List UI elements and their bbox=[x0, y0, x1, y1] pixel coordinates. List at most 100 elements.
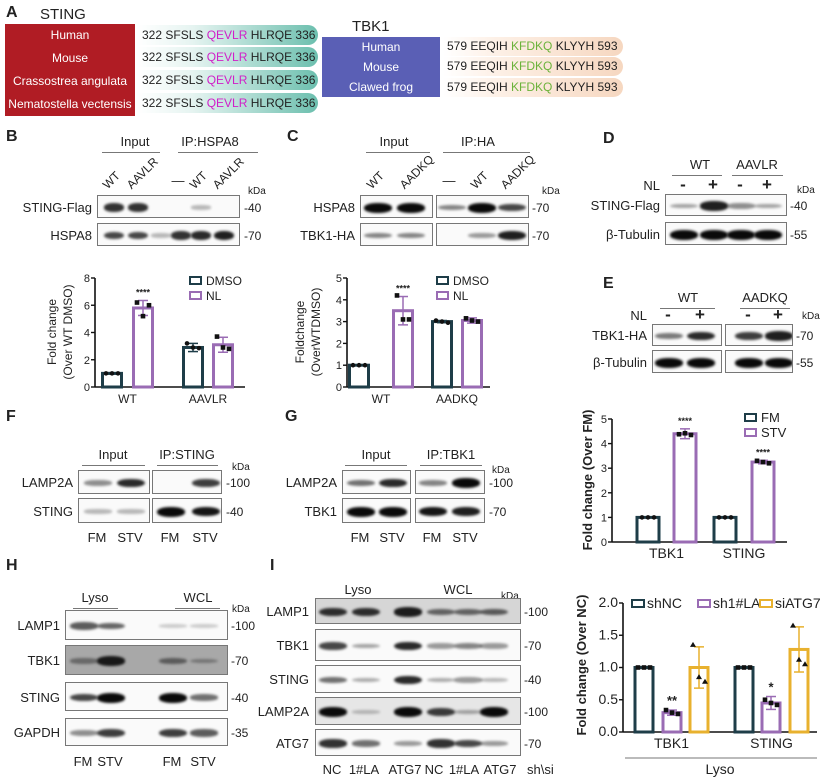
y-tick-label: 5 bbox=[601, 414, 607, 426]
group-header-line bbox=[102, 152, 160, 153]
bar bbox=[431, 320, 453, 389]
group-header-line bbox=[157, 465, 218, 466]
significance-label: **** bbox=[396, 284, 411, 294]
sequence-motif: QEVLR bbox=[206, 73, 248, 87]
data-point bbox=[190, 345, 196, 350]
lane-label: FM bbox=[162, 754, 182, 769]
data-point bbox=[356, 362, 362, 368]
sting-sequence: 322 SFSLS QEVLR HLRQE 336 bbox=[138, 70, 318, 90]
lane-label: FM bbox=[350, 530, 370, 545]
x-tick-label: TBK1 bbox=[654, 735, 689, 751]
y-tick-label: 8 bbox=[84, 273, 90, 285]
group-header: Input bbox=[361, 447, 391, 462]
panel-label: F bbox=[6, 408, 16, 425]
data-point bbox=[109, 371, 115, 376]
lane-label: NC bbox=[424, 762, 444, 777]
kda-marker: -70 bbox=[532, 200, 550, 215]
blot-strip bbox=[436, 223, 529, 246]
blot-strip bbox=[78, 470, 150, 494]
data-point bbox=[768, 700, 774, 706]
group-header: AADKQ bbox=[742, 290, 788, 305]
blot-band bbox=[727, 229, 755, 240]
lane-label: WT bbox=[363, 168, 387, 192]
data-point bbox=[639, 515, 645, 520]
blot-band bbox=[190, 205, 212, 210]
group-header: IP:STING bbox=[159, 447, 215, 462]
data-point bbox=[735, 665, 741, 670]
kda-marker: -70 bbox=[489, 504, 507, 519]
kda-marker: -70 bbox=[532, 228, 550, 243]
treatment-label: NL bbox=[630, 308, 647, 323]
tbk1-species-box: Human Mouse Clawed frog bbox=[322, 37, 440, 97]
protein-label: STING-Flag bbox=[590, 198, 660, 213]
blot-band bbox=[97, 728, 125, 738]
species-name: Nematostella vectensis bbox=[8, 97, 132, 111]
blot-band bbox=[352, 710, 380, 714]
lane-label: FM bbox=[160, 530, 180, 545]
data-point bbox=[688, 432, 694, 438]
protein-label: LAMP2A bbox=[257, 704, 309, 719]
sequence-prefix: 579 EEQIH bbox=[447, 39, 512, 53]
data-point bbox=[146, 302, 152, 308]
blot-strip bbox=[436, 195, 529, 218]
legend-label: STV bbox=[761, 425, 787, 440]
panel-label: A bbox=[6, 4, 18, 21]
x-tick-label: WT bbox=[118, 392, 137, 406]
protein-label: β-Tubulin bbox=[606, 226, 660, 242]
protein-label: TBK1-HA bbox=[592, 328, 647, 343]
lane-group-label: sh\si bbox=[527, 762, 554, 777]
protein-label: TBK1 bbox=[276, 638, 309, 653]
group-header-line bbox=[732, 175, 783, 176]
kda-label: kDa bbox=[802, 311, 820, 322]
legend-label: shNC bbox=[647, 595, 682, 611]
group-header-line bbox=[672, 175, 722, 176]
kda-label: kDa bbox=[232, 604, 250, 615]
data-point bbox=[140, 313, 146, 319]
blot-strip bbox=[65, 610, 228, 640]
significance-label: **** bbox=[678, 416, 693, 426]
kda-marker: -100 bbox=[231, 619, 256, 633]
sting-species-box: Human Mouse Crassostrea angulata Nematostel… bbox=[5, 24, 135, 116]
lane-label: STV bbox=[452, 530, 478, 545]
legend-label: sh1#LA bbox=[713, 595, 761, 611]
blot-band bbox=[397, 202, 425, 213]
blot-band bbox=[700, 201, 728, 211]
significance-label: ** bbox=[667, 693, 678, 708]
kda-marker: -55 bbox=[790, 227, 808, 242]
lane-label: 1#LA bbox=[448, 762, 480, 777]
blot-band bbox=[352, 607, 380, 617]
blot-band bbox=[468, 202, 496, 213]
blot-band bbox=[103, 203, 125, 212]
legend-swatch bbox=[744, 413, 757, 422]
sequence-prefix: 322 SFSLS bbox=[142, 73, 207, 87]
bar bbox=[733, 666, 755, 734]
data-point bbox=[760, 459, 766, 465]
blot-band bbox=[670, 203, 698, 209]
blot-band bbox=[655, 332, 683, 340]
blot-band bbox=[190, 658, 218, 664]
sequence-motif: KFDKQ bbox=[511, 59, 553, 73]
panel-label: B bbox=[6, 128, 18, 145]
y-axis-label: Fold change (Over FM) bbox=[580, 410, 595, 551]
legend-label: NL bbox=[206, 289, 222, 303]
group-header: WT bbox=[677, 290, 699, 305]
blot-band bbox=[190, 231, 212, 240]
y-tick-label: 6 bbox=[84, 300, 90, 312]
blot-band bbox=[452, 506, 480, 517]
sequence-suffix: HLRQE 336 bbox=[247, 96, 316, 110]
data-point bbox=[747, 665, 753, 670]
blot-strip bbox=[315, 697, 521, 725]
blot-band bbox=[480, 608, 508, 616]
data-point bbox=[663, 707, 669, 713]
treatment-sign: - bbox=[665, 305, 671, 324]
legend-label: siATG7 bbox=[775, 595, 821, 611]
y-tick-label: 2.0 bbox=[599, 594, 619, 610]
kda-marker: -40 bbox=[226, 504, 244, 519]
species-name: Crassostrea angulata bbox=[12, 74, 128, 88]
data-point bbox=[220, 345, 226, 350]
data-point bbox=[406, 317, 412, 322]
blot-band bbox=[670, 229, 698, 240]
blot-band bbox=[364, 232, 392, 239]
group-header: WT bbox=[689, 157, 711, 172]
y-tick-label: 0 bbox=[336, 382, 342, 394]
